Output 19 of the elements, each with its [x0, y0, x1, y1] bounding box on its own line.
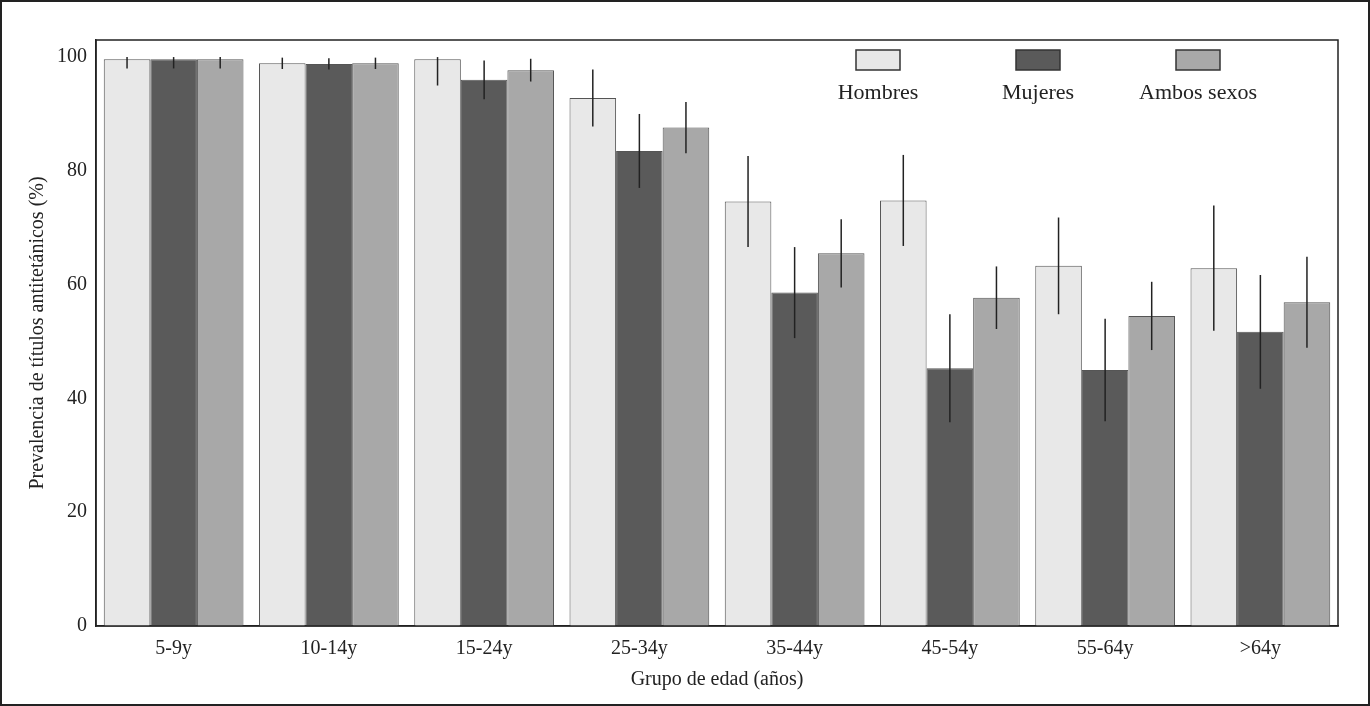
y-tick-label: 100 — [57, 44, 87, 67]
x-tick-label: 55-64y — [1076, 636, 1134, 660]
legend-label: Mujeres — [1001, 78, 1075, 104]
x-tick-label: 25-34y — [611, 636, 668, 660]
legend-label: Ambos sexos — [1139, 78, 1257, 104]
x-tick-label: 10-14y — [300, 636, 358, 660]
x-tick-label: 15-24y — [455, 636, 513, 660]
y-tick-label: 20 — [67, 499, 87, 522]
legend-label: Hombres — [837, 78, 919, 104]
y-axis-title: Prevalencia de títulos antitetánicos (%) — [25, 176, 49, 490]
y-tick-label: 80 — [67, 158, 87, 181]
x-tick-label: 35-44y — [766, 636, 823, 660]
x-tick-label: 5-9y — [155, 636, 192, 660]
x-tick-label: 45-54y — [921, 636, 979, 660]
y-tick-label: 60 — [67, 271, 87, 294]
x-tick-label: >64y — [1239, 636, 1282, 660]
y-tick-label: 40 — [67, 385, 87, 408]
y-tick-label: 0 — [77, 613, 87, 636]
x-axis-title: Grupo de edad (años) — [630, 667, 804, 691]
